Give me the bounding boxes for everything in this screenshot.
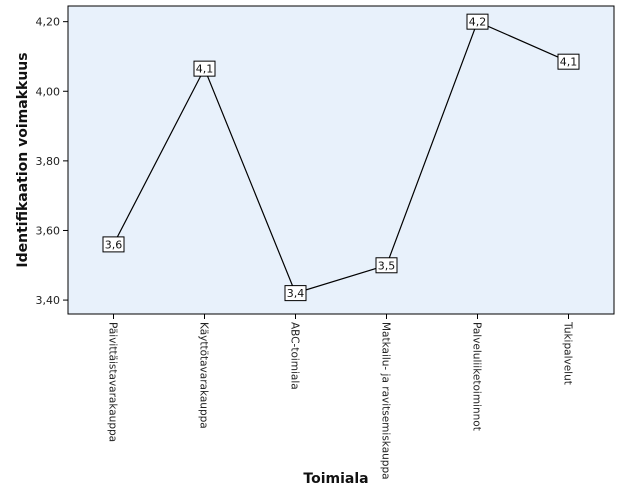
- data-point-label: 4,1: [560, 56, 578, 69]
- data-point: 4,1: [193, 60, 216, 77]
- data-point: 4,2: [466, 13, 489, 30]
- data-point-box: [375, 257, 398, 274]
- plot-area: [67, 5, 615, 315]
- data-point: 3,4: [284, 285, 307, 302]
- data-point: 3,6: [102, 236, 125, 253]
- x-axis: Päivittäistavarakauppa Käyttötavarakauppa…: [107, 314, 574, 480]
- data-point-box: [284, 285, 307, 302]
- data-point-box: [466, 13, 489, 30]
- data-point-box: [557, 53, 580, 70]
- data-points: 3,6 4,1 3,4 3,5 4,2 4,1: [102, 13, 580, 302]
- y-tick-label: 3,40: [36, 294, 61, 307]
- data-point-label: 3,5: [378, 259, 396, 272]
- x-category-label: Palveluliiketoiminnot: [471, 322, 483, 431]
- data-point-box: [102, 236, 125, 253]
- data-point-label: 4,2: [469, 16, 487, 29]
- x-category-label: Päivittäistavarakauppa: [107, 322, 119, 442]
- data-point-label: 3,6: [105, 238, 123, 251]
- data-point-label: 3,4: [287, 287, 305, 300]
- y-tick-label: 4,20: [36, 16, 61, 29]
- y-tick-label: 3,80: [36, 155, 61, 168]
- data-point-label: 4,1: [196, 63, 214, 76]
- data-point-box: [193, 60, 216, 77]
- x-category-label: ABC-toimiala: [289, 322, 301, 390]
- x-axis-title: Toimiala: [303, 471, 368, 487]
- y-tick-label: 4,00: [36, 85, 61, 98]
- x-category-label: Tukipalvelut: [562, 321, 574, 385]
- y-axis: 3,40 3,60 3,80 4,00 4,20: [36, 16, 68, 307]
- x-category-label: Matkailu- ja ravitsemiskauppa: [380, 322, 392, 480]
- data-point: 3,5: [375, 257, 398, 274]
- data-point: 4,1: [557, 53, 580, 70]
- y-axis-title: Identifikaation voimakkuus: [15, 52, 31, 267]
- x-category-label: Käyttötavarakauppa: [198, 322, 210, 429]
- y-tick-label: 3,60: [36, 224, 61, 237]
- series-line: [112, 20, 569, 294]
